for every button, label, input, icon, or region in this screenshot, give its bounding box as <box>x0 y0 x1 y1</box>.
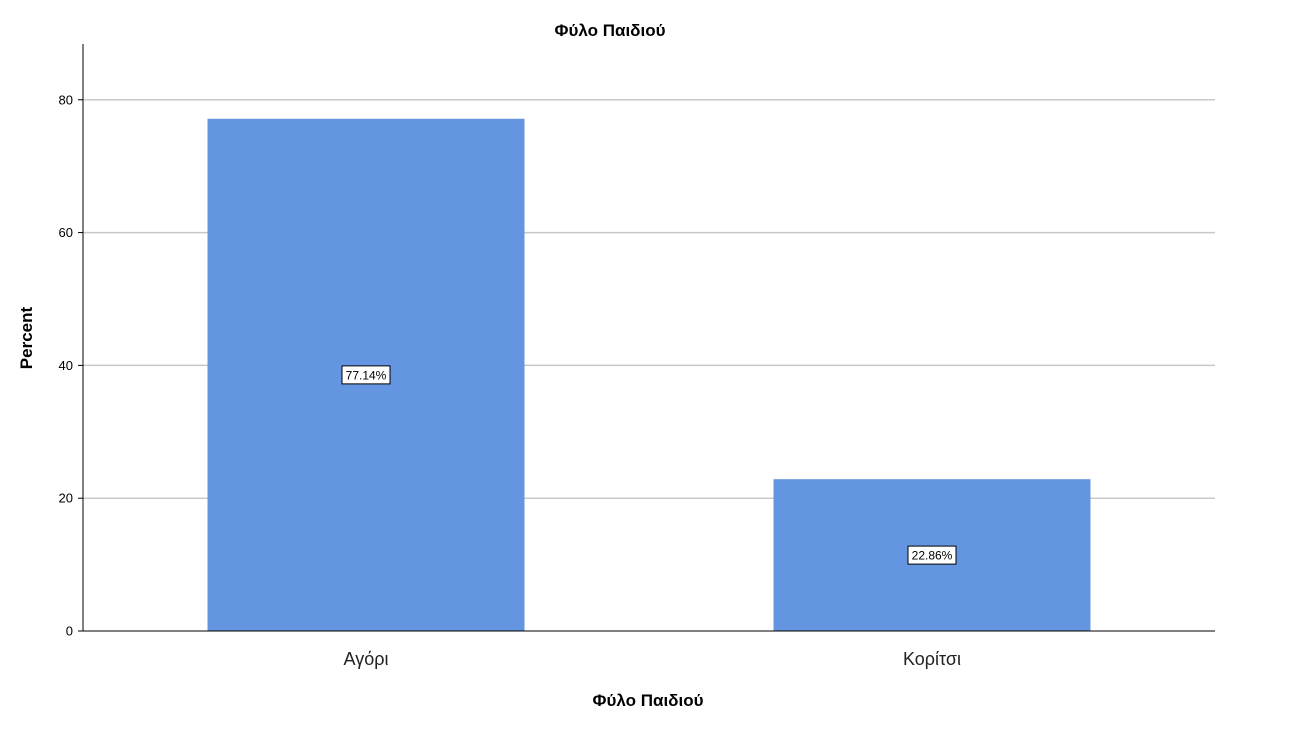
axes <box>82 44 1215 632</box>
data-label-box <box>907 545 957 565</box>
x-axis-title: Φύλο Παιδιού <box>593 691 704 710</box>
y-tick-label: 60 <box>59 225 73 240</box>
x-axis-ticks: Αγόρι Κορίτσι <box>344 649 961 669</box>
chart-title: Φύλο Παιδιού <box>555 21 666 40</box>
y-axis-ticks: 0 20 40 60 80 <box>59 92 83 639</box>
y-tick-label: 0 <box>66 624 73 639</box>
y-tick-label: 40 <box>59 358 73 373</box>
data-label: 22.86% <box>912 549 953 563</box>
x-tick-label: Κορίτσι <box>903 649 961 669</box>
data-label: 77.14% <box>346 368 387 382</box>
x-tick-label: Αγόρι <box>344 649 389 669</box>
data-label-box <box>341 365 391 385</box>
y-axis-title: Percent <box>17 306 36 369</box>
y-tick-label: 20 <box>59 491 73 506</box>
data-labels: 77.14% 22.86% <box>341 365 957 565</box>
bars <box>207 118 1091 631</box>
y-tick-label: 80 <box>59 92 73 107</box>
